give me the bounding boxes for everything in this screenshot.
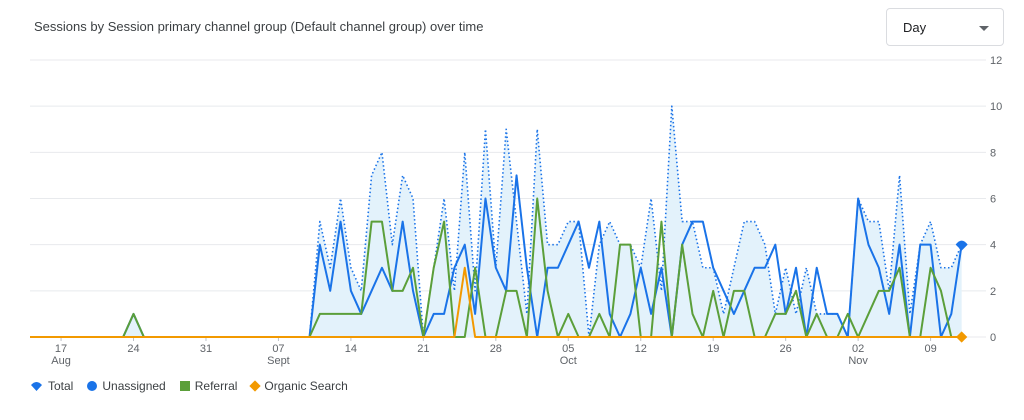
legend-item-unassigned[interactable]: Unassigned: [87, 379, 166, 393]
total-area: [30, 106, 962, 337]
x-month-label: Sept: [267, 355, 290, 367]
x-tick-label: 02: [852, 343, 864, 355]
diamond-icon: [249, 380, 262, 392]
y-tick-label: 0: [990, 332, 996, 344]
legend-label-unassigned: Unassigned: [102, 379, 166, 393]
chevron-down-icon: [979, 26, 989, 31]
x-tick-label: 19: [707, 343, 719, 355]
x-tick-label: 21: [417, 343, 429, 355]
legend-item-organic-search[interactable]: Organic Search: [249, 379, 348, 393]
legend-label-referral: Referral: [194, 379, 238, 393]
legend-item-total[interactable]: Total: [30, 379, 73, 393]
x-tick-label: 09: [924, 343, 936, 355]
x-month-label: Nov: [848, 355, 868, 367]
legend-item-referral[interactable]: Referral: [179, 379, 238, 393]
y-tick-label: 12: [990, 55, 1002, 67]
x-tick-label: 24: [127, 343, 139, 355]
square-icon: [179, 381, 190, 391]
x-tick-label: 28: [490, 343, 502, 355]
x-tick-label: 26: [780, 343, 792, 355]
total-end-marker: [955, 240, 968, 251]
drop-icon: [31, 382, 42, 391]
chart-title: Sessions by Session primary channel grou…: [34, 19, 484, 34]
x-tick-label: 07: [272, 343, 284, 355]
granularity-value: Day: [903, 20, 927, 35]
series-line-organic-search: [30, 266, 962, 338]
x-tick-label: 14: [345, 343, 357, 355]
x-tick-label: 17: [55, 343, 67, 355]
chart-legend: Total Unassigned Referral Organic Search: [30, 379, 348, 393]
legend-label-organic-search: Organic Search: [264, 379, 348, 393]
x-tick-label: 05: [562, 343, 574, 355]
y-tick-label: 6: [990, 194, 996, 206]
y-tick-label: 2: [990, 286, 996, 298]
organic-end-marker: [955, 331, 968, 343]
x-month-label: Oct: [560, 355, 577, 367]
x-month-label: Aug: [51, 355, 71, 367]
y-tick-label: 8: [990, 147, 996, 159]
circle-icon: [87, 381, 98, 391]
y-tick-label: 10: [990, 101, 1002, 113]
x-tick-label: 12: [635, 343, 647, 355]
legend-label-total: Total: [48, 379, 74, 393]
y-tick-label: 4: [990, 240, 996, 252]
granularity-dropdown[interactable]: Day: [886, 8, 1004, 46]
x-tick-label: 31: [200, 343, 212, 355]
